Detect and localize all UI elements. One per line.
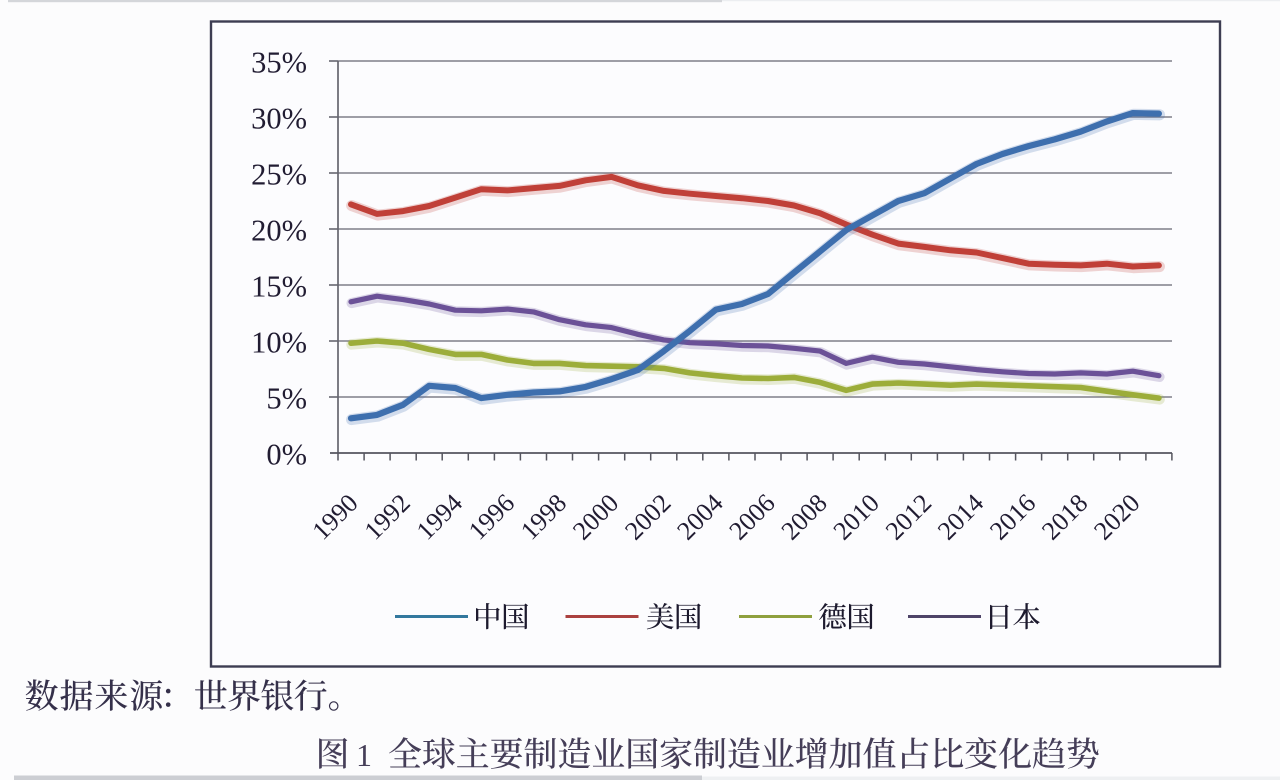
svg-text:30%: 30% <box>251 102 307 136</box>
svg-text:10%: 10% <box>251 326 307 360</box>
svg-text:35%: 35% <box>251 46 307 80</box>
svg-text:0%: 0% <box>266 438 307 472</box>
svg-text:20%: 20% <box>251 214 307 248</box>
svg-text:1: 1 <box>356 737 372 773</box>
svg-text:25%: 25% <box>251 158 307 192</box>
svg-text:15%: 15% <box>251 270 307 304</box>
svg-text:5%: 5% <box>266 382 307 416</box>
